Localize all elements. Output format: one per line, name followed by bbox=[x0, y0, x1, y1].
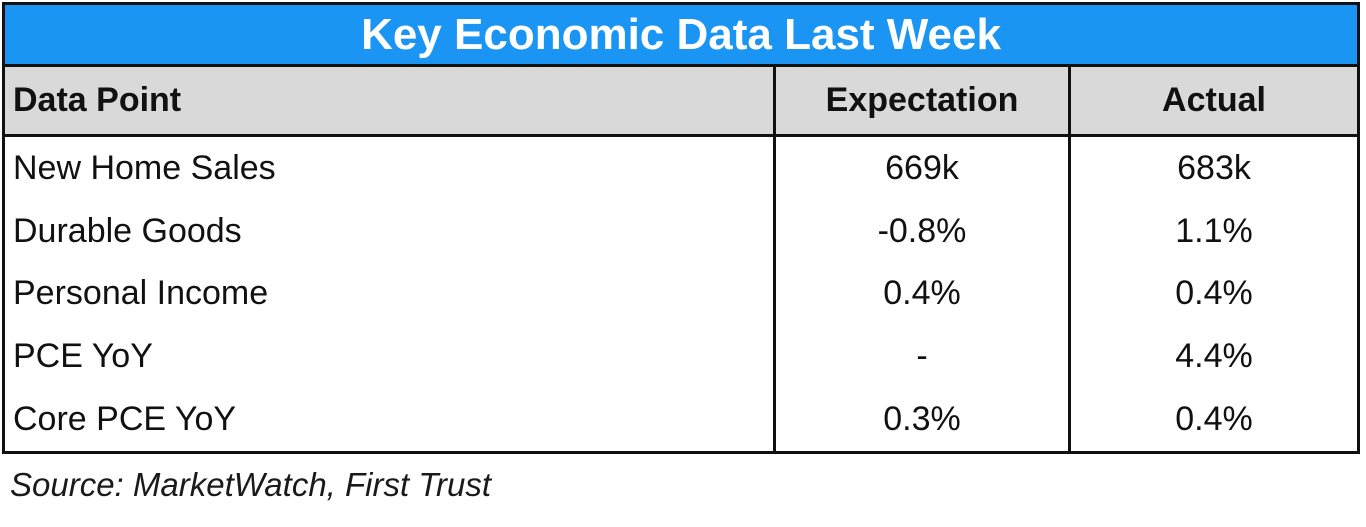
table-row: Personal Income 0.4% 0.4% bbox=[5, 262, 1357, 326]
table-row: Core PCE YoY 0.3% 0.4% bbox=[5, 388, 1357, 451]
table-row: PCE YoY - 4.4% bbox=[5, 325, 1357, 389]
column-header-actual: Actual bbox=[1162, 81, 1266, 119]
data-point-cell: Core PCE YoY bbox=[5, 388, 776, 451]
expectation-cell: 0.3% bbox=[776, 388, 1071, 451]
data-point-cell: New Home Sales bbox=[5, 137, 776, 200]
table-header-row: Data Point Expectation Actual bbox=[5, 67, 1357, 137]
actual-cell: 0.4% bbox=[1175, 274, 1253, 313]
data-point-cell: Durable Goods bbox=[5, 199, 776, 263]
actual-cell: 1.1% bbox=[1175, 211, 1253, 250]
expectation-cell: -0.8% bbox=[776, 199, 1071, 263]
column-header-data-point: Data Point bbox=[5, 67, 776, 134]
expectation-cell: 0.4% bbox=[776, 262, 1071, 326]
table-row: Durable Goods -0.8% 1.1% bbox=[5, 199, 1357, 263]
expectation-cell: - bbox=[776, 325, 1071, 389]
data-point-cell: Personal Income bbox=[5, 262, 776, 326]
actual-cell: 4.4% bbox=[1175, 337, 1253, 376]
economic-data-table: Key Economic Data Last Week Data Point E… bbox=[2, 2, 1360, 454]
table-body: New Home Sales 669k 683k Durable Goods -… bbox=[5, 137, 1357, 451]
source-note: Source: MarketWatch, First Trust bbox=[10, 466, 492, 503]
actual-cell: 683k bbox=[1177, 148, 1251, 187]
actual-cell: 0.4% bbox=[1175, 400, 1253, 439]
data-point-cell: PCE YoY bbox=[5, 325, 776, 389]
table-title: Key Economic Data Last Week bbox=[5, 5, 1357, 67]
table-row: New Home Sales 669k 683k bbox=[5, 137, 1357, 200]
column-header-expectation: Expectation bbox=[776, 67, 1071, 134]
expectation-cell: 669k bbox=[776, 137, 1071, 200]
